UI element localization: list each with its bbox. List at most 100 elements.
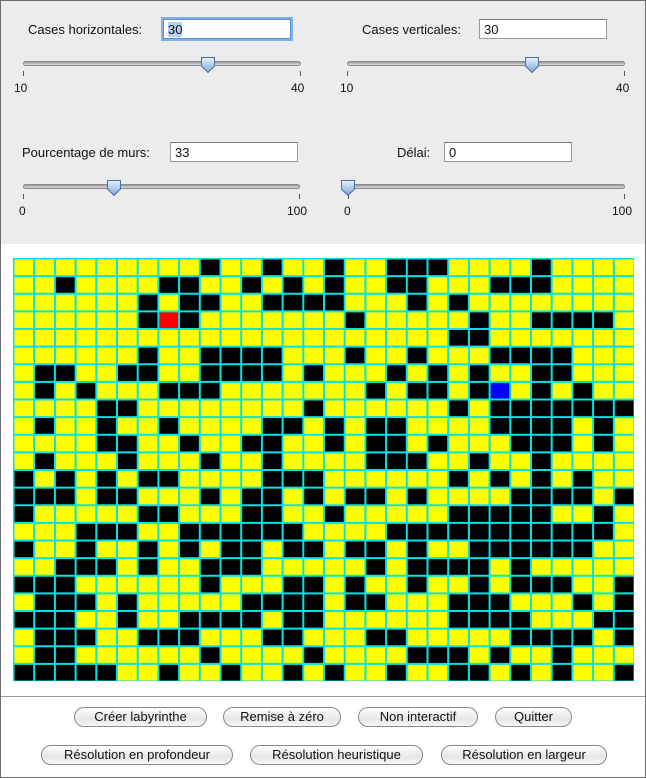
open-cell[interactable] <box>490 559 510 575</box>
wall-cell[interactable] <box>366 559 386 575</box>
wall-cell[interactable] <box>200 294 220 311</box>
open-cell[interactable] <box>366 400 386 417</box>
wall-cell[interactable] <box>180 523 199 540</box>
delay-field[interactable]: 0 <box>444 142 572 162</box>
wall-cell[interactable] <box>221 541 241 558</box>
open-cell[interactable] <box>532 594 551 611</box>
open-cell[interactable] <box>180 647 199 663</box>
wall-cell[interactable] <box>14 664 34 681</box>
open-cell[interactable] <box>511 647 530 663</box>
open-cell[interactable] <box>76 471 96 487</box>
wall-cell[interactable] <box>594 506 613 522</box>
wall-cell[interactable] <box>449 294 468 311</box>
open-cell[interactable] <box>614 382 634 399</box>
open-cell[interactable] <box>552 506 572 522</box>
open-cell[interactable] <box>573 435 593 452</box>
open-cell[interactable] <box>180 559 199 575</box>
wall-cell[interactable] <box>573 629 593 646</box>
wall-cell[interactable] <box>532 418 551 434</box>
open-cell[interactable] <box>594 277 613 293</box>
open-cell[interactable] <box>449 312 468 329</box>
open-cell[interactable] <box>469 400 489 417</box>
open-cell[interactable] <box>242 418 261 434</box>
wall-cell[interactable] <box>552 664 572 681</box>
open-cell[interactable] <box>573 559 593 575</box>
wall-cell[interactable] <box>118 365 137 381</box>
open-cell[interactable] <box>14 382 34 399</box>
wall-cell[interactable] <box>552 418 572 434</box>
wall-cell[interactable] <box>490 506 510 522</box>
wall-cell[interactable] <box>490 612 510 628</box>
open-cell[interactable] <box>283 330 303 346</box>
open-cell[interactable] <box>366 277 386 293</box>
horizontal-cells-field[interactable]: 30 <box>163 19 291 39</box>
wall-cell[interactable] <box>242 347 261 364</box>
open-cell[interactable] <box>180 576 199 593</box>
open-cell[interactable] <box>14 277 34 293</box>
wall-percentage-field[interactable]: 33 <box>170 142 298 162</box>
open-cell[interactable] <box>159 612 179 628</box>
heuristic-solve-button[interactable]: Résolution heuristique <box>250 745 423 765</box>
walls-slider-thumb[interactable] <box>106 179 122 197</box>
open-cell[interactable] <box>221 471 241 487</box>
open-cell[interactable] <box>532 647 551 663</box>
open-cell[interactable] <box>490 576 510 593</box>
open-cell[interactable] <box>387 647 406 663</box>
open-cell[interactable] <box>428 400 448 417</box>
wall-cell[interactable] <box>35 594 54 611</box>
open-cell[interactable] <box>159 259 179 276</box>
wall-cell[interactable] <box>366 382 386 399</box>
open-cell[interactable] <box>449 576 468 593</box>
open-cell[interactable] <box>35 330 54 346</box>
wall-cell[interactable] <box>594 312 613 329</box>
wall-cell[interactable] <box>614 594 634 611</box>
delay-slider-thumb[interactable] <box>340 179 356 197</box>
open-cell[interactable] <box>138 435 158 452</box>
open-cell[interactable] <box>242 312 261 329</box>
open-cell[interactable] <box>490 259 510 276</box>
open-cell[interactable] <box>159 365 179 381</box>
open-cell[interactable] <box>366 523 386 540</box>
wall-cell[interactable] <box>387 259 406 276</box>
open-cell[interactable] <box>345 612 365 628</box>
open-cell[interactable] <box>304 559 323 575</box>
open-cell[interactable] <box>428 506 448 522</box>
open-cell[interactable] <box>14 629 34 646</box>
wall-cell[interactable] <box>200 647 220 663</box>
wall-cell[interactable] <box>490 277 510 293</box>
wall-cell[interactable] <box>283 576 303 593</box>
open-cell[interactable] <box>325 382 344 399</box>
wall-cell[interactable] <box>532 506 551 522</box>
wall-cell[interactable] <box>97 418 116 434</box>
wall-cell[interactable] <box>387 418 406 434</box>
open-cell[interactable] <box>387 294 406 311</box>
open-cell[interactable] <box>345 277 365 293</box>
open-cell[interactable] <box>97 576 116 593</box>
wall-cell[interactable] <box>262 506 282 522</box>
wall-cell[interactable] <box>76 523 96 540</box>
open-cell[interactable] <box>345 629 365 646</box>
wall-cell[interactable] <box>304 541 323 558</box>
wall-cell[interactable] <box>345 312 365 329</box>
open-cell[interactable] <box>97 347 116 364</box>
open-cell[interactable] <box>614 471 634 487</box>
open-cell[interactable] <box>283 647 303 663</box>
open-cell[interactable] <box>594 382 613 399</box>
open-cell[interactable] <box>304 347 323 364</box>
wall-cell[interactable] <box>200 559 220 575</box>
open-cell[interactable] <box>76 576 96 593</box>
wall-cell[interactable] <box>262 629 282 646</box>
open-cell[interactable] <box>118 277 137 293</box>
open-cell[interactable] <box>387 612 406 628</box>
open-cell[interactable] <box>428 418 448 434</box>
vertical-cells-field[interactable]: 30 <box>479 19 607 39</box>
wall-cell[interactable] <box>407 559 427 575</box>
wall-cell[interactable] <box>138 294 158 311</box>
open-cell[interactable] <box>428 277 448 293</box>
open-cell[interactable] <box>221 506 241 522</box>
open-cell[interactable] <box>469 647 489 663</box>
wall-cell[interactable] <box>76 629 96 646</box>
open-cell[interactable] <box>325 365 344 381</box>
open-cell[interactable] <box>35 541 54 558</box>
open-cell[interactable] <box>35 506 54 522</box>
